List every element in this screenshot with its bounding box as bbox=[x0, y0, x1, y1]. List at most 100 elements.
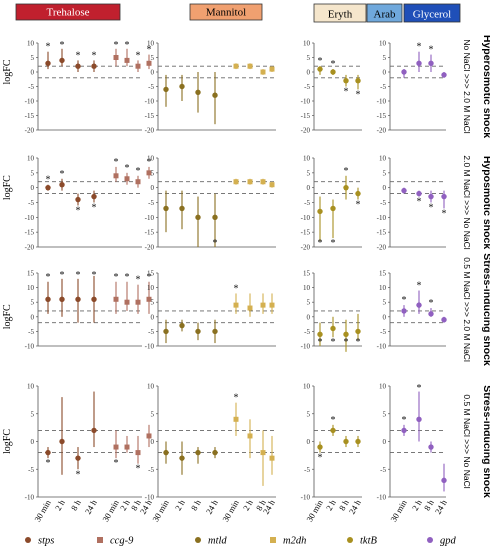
y-tick-label: 10 bbox=[379, 40, 387, 48]
y-tick-label: -10 bbox=[145, 214, 155, 222]
y-tick-label: 0 bbox=[383, 313, 387, 321]
panel: 10 5 0 -5 -10 -15 -20 * * * * * * * * bbox=[25, 155, 152, 252]
significance-mark: * bbox=[417, 281, 422, 292]
y-tick-label: 0 bbox=[383, 184, 387, 192]
data-point bbox=[441, 317, 447, 323]
panel: 10 5 0 -5 -10 -15 -20 * * * bbox=[377, 155, 447, 252]
significance-mark: * bbox=[136, 275, 141, 286]
data-point bbox=[233, 63, 239, 69]
y-tick-label: -5 bbox=[28, 328, 34, 336]
significance-mark: * bbox=[417, 383, 422, 394]
panel: 15 10 5 0 -5 -10 * * * * bbox=[301, 270, 362, 352]
y-tick-label: 5 bbox=[307, 169, 311, 177]
data-point bbox=[441, 477, 447, 484]
x-tick-label: 2 h bbox=[410, 497, 424, 512]
y-tick-label: -10 bbox=[301, 343, 311, 351]
data-point bbox=[124, 57, 130, 63]
significance-mark: * bbox=[92, 270, 97, 281]
row-title: Hyposmotic shock bbox=[481, 156, 490, 250]
data-point bbox=[416, 416, 422, 422]
significance-mark: * bbox=[417, 42, 422, 53]
data-point bbox=[163, 328, 169, 335]
y-tick-label: -10 bbox=[301, 98, 311, 106]
legend-marker bbox=[195, 537, 201, 543]
data-point bbox=[247, 179, 253, 185]
significance-mark: * bbox=[114, 40, 119, 51]
y-tick-label: 5 bbox=[383, 169, 387, 177]
data-point bbox=[163, 86, 169, 93]
x-tick-label: 2 h bbox=[173, 497, 187, 512]
y-tick-label: -5 bbox=[304, 328, 310, 336]
data-point bbox=[195, 89, 201, 96]
y-tick-label: -5 bbox=[304, 466, 310, 474]
y-tick-label: -10 bbox=[377, 494, 387, 502]
significance-mark: * bbox=[331, 238, 336, 249]
data-point bbox=[343, 331, 349, 338]
panel: 10 5 0 -5 -10 * * bbox=[377, 383, 447, 502]
significance-mark: * bbox=[344, 337, 349, 348]
y-axis-label: logFC bbox=[2, 175, 13, 200]
y-tick-label: -5 bbox=[380, 466, 386, 474]
panel: 15 10 5 0 -5 -10 * * * * * * * * bbox=[25, 270, 152, 351]
y-tick-label: -20 bbox=[25, 244, 35, 252]
significance-mark: * bbox=[318, 238, 323, 249]
data-point bbox=[146, 433, 152, 439]
data-point bbox=[113, 173, 119, 179]
data-point bbox=[195, 328, 201, 335]
y-tick-label: -5 bbox=[148, 83, 154, 91]
data-point bbox=[179, 83, 185, 90]
data-point bbox=[401, 427, 407, 434]
data-point bbox=[135, 179, 141, 185]
y-axis-label: logFC bbox=[2, 59, 13, 84]
legend-label: ccg-9 bbox=[110, 536, 134, 547]
x-tick-label: 2 h bbox=[324, 497, 338, 512]
group-header-box bbox=[366, 3, 403, 23]
y-tick-label: -10 bbox=[145, 343, 155, 351]
data-point bbox=[179, 205, 185, 212]
data-point bbox=[269, 182, 275, 188]
y-tick-label: 0 bbox=[151, 313, 155, 321]
data-point bbox=[330, 427, 336, 434]
y-tick-label: -10 bbox=[145, 98, 155, 106]
data-point bbox=[179, 455, 185, 461]
significance-mark: * bbox=[114, 157, 119, 168]
data-point bbox=[212, 328, 218, 335]
data-point bbox=[75, 63, 81, 69]
x-tick-label: 24 h bbox=[204, 497, 220, 516]
data-point bbox=[45, 449, 51, 456]
significance-mark: * bbox=[60, 270, 65, 281]
data-point bbox=[146, 296, 152, 302]
y-tick-label: -20 bbox=[145, 244, 155, 252]
y-tick-label: 10 bbox=[27, 383, 35, 391]
data-point bbox=[45, 296, 51, 302]
data-point bbox=[260, 450, 266, 456]
significance-mark: * bbox=[147, 157, 152, 168]
data-point bbox=[269, 302, 275, 308]
panel: 10 5 0 -5 -10 * * * * bbox=[25, 383, 152, 502]
x-tick-label: 2 h bbox=[241, 497, 255, 512]
y-tick-label: 10 bbox=[303, 155, 311, 163]
y-tick-label: 10 bbox=[379, 284, 387, 292]
data-point bbox=[247, 305, 253, 311]
significance-mark: * bbox=[417, 197, 422, 208]
significance-mark: * bbox=[356, 200, 361, 211]
y-tick-label: -20 bbox=[301, 244, 311, 252]
data-point bbox=[330, 205, 336, 212]
y-tick-label: 10 bbox=[27, 155, 35, 163]
data-point bbox=[428, 311, 434, 317]
data-point bbox=[59, 57, 65, 64]
y-tick-label: 5 bbox=[31, 410, 35, 418]
data-point bbox=[260, 179, 266, 185]
y-tick-label: -20 bbox=[377, 244, 387, 252]
x-tick-label: 30 min bbox=[388, 497, 409, 523]
data-point bbox=[135, 299, 141, 305]
y-tick-label: 10 bbox=[27, 284, 35, 292]
data-point bbox=[416, 190, 422, 197]
data-point bbox=[317, 444, 323, 450]
y-tick-label: 10 bbox=[379, 383, 387, 391]
data-point bbox=[428, 193, 434, 200]
y-tick-label: -15 bbox=[145, 229, 155, 237]
significance-mark: * bbox=[331, 337, 336, 348]
significance-mark: * bbox=[402, 415, 407, 426]
